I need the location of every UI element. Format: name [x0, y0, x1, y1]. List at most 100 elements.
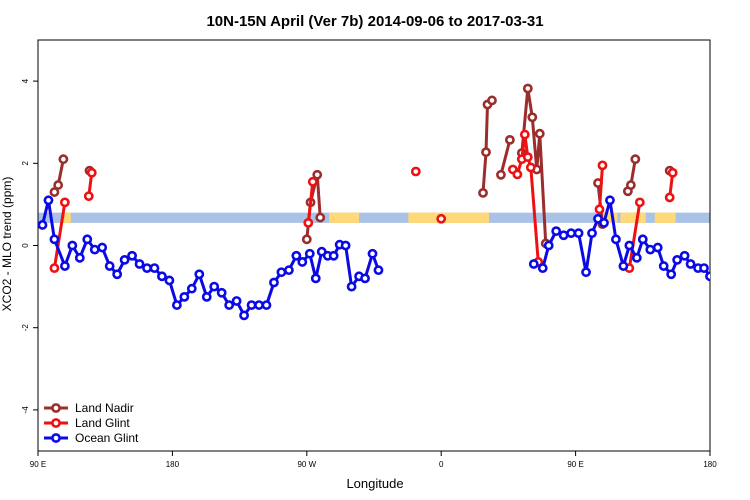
data-point [303, 217, 314, 228]
data-point [645, 244, 656, 255]
data-point [534, 128, 545, 139]
data-point [573, 228, 584, 239]
series-land-glint [49, 129, 678, 274]
data-point [346, 281, 357, 292]
data-point [512, 169, 523, 180]
data-point [634, 197, 645, 208]
data-point [699, 263, 709, 274]
land-mask-segment [654, 212, 676, 223]
data-point [53, 180, 64, 190]
data-point [127, 250, 137, 261]
data-point [594, 204, 605, 215]
data-point [310, 273, 321, 284]
data-point [631, 252, 642, 263]
data-point [82, 234, 93, 245]
data-point [373, 265, 384, 276]
data-point [231, 296, 242, 306]
x-tick-label: 90 E [30, 460, 46, 469]
data-point [291, 250, 302, 261]
data-point [664, 192, 675, 203]
data-point [276, 267, 287, 278]
plot-area: 90 E 180 90 W 0 90 E 180 -4 -2 0 2 4 [21, 39, 719, 469]
data-point [618, 261, 629, 271]
data-point [566, 228, 577, 239]
y-tick-label: -2 [21, 324, 30, 332]
series-line [306, 180, 315, 225]
series-line [627, 200, 642, 270]
data-point [599, 217, 609, 228]
data-point [97, 242, 108, 253]
data-point [597, 160, 608, 171]
data-point [49, 187, 60, 197]
data-point [487, 95, 497, 106]
land-mask-segment [63, 212, 71, 223]
data-point [134, 259, 145, 269]
data-point [705, 271, 710, 282]
x-tick-label: 180 [703, 460, 717, 469]
data-point [624, 240, 635, 251]
data-point [481, 147, 491, 158]
series-line [499, 138, 512, 177]
y-tick-label: -4 [21, 406, 30, 414]
y-tick-label: 4 [21, 78, 30, 83]
data-point [89, 244, 100, 255]
data-point [658, 261, 669, 271]
y-tick-label: 2 [21, 161, 30, 166]
data-point [104, 261, 115, 271]
legend-label: Land Glint [75, 416, 130, 430]
data-point [59, 197, 70, 208]
land-mask-segment [620, 212, 646, 223]
land-mask-segment [329, 212, 360, 223]
data-point [186, 283, 197, 294]
data-point [194, 269, 205, 280]
data-point [142, 263, 152, 274]
data-point [86, 167, 97, 178]
x-tick-label: 90 W [297, 460, 316, 469]
data-point [157, 271, 167, 282]
data-point [179, 291, 190, 302]
x-tick-label: 180 [166, 460, 180, 469]
data-point [558, 230, 569, 241]
data-point [149, 263, 160, 274]
data-point [301, 234, 312, 245]
data-point [587, 228, 597, 239]
legend-marker [51, 418, 61, 428]
land-mask-segment [408, 212, 489, 223]
data-point [38, 220, 48, 230]
y-axis-label: XCO2 - MLO trend (ppm) [0, 177, 14, 312]
data-point [525, 162, 536, 173]
data-point [581, 267, 591, 278]
legend-label: Land Nadir [75, 401, 134, 415]
data-point [666, 269, 677, 280]
data-point [637, 234, 648, 245]
data-point [49, 263, 60, 274]
data-point [261, 300, 272, 310]
data-point [328, 250, 339, 261]
legend-marker [51, 433, 61, 443]
data-point [551, 226, 562, 237]
data-point [312, 169, 323, 180]
data-point [712, 277, 719, 284]
data-point [283, 265, 294, 276]
data-point [367, 248, 378, 259]
data-point [478, 187, 488, 198]
data-point [119, 254, 130, 265]
data-point [667, 167, 678, 178]
data-point [43, 195, 54, 206]
x-axis-label: Longitude [346, 476, 403, 491]
series-line [52, 200, 67, 270]
series-line [520, 86, 548, 245]
data-point [625, 180, 636, 190]
data-point [58, 154, 69, 165]
data-point [436, 213, 447, 224]
series-layer [38, 83, 719, 321]
plot-frame [37, 39, 711, 452]
data-point [201, 291, 212, 302]
data-point [496, 169, 506, 180]
data-point [672, 254, 683, 265]
data-point [679, 250, 690, 261]
data-point [67, 240, 78, 251]
data-point [652, 242, 663, 253]
y-tick-label: 0 [21, 243, 30, 248]
